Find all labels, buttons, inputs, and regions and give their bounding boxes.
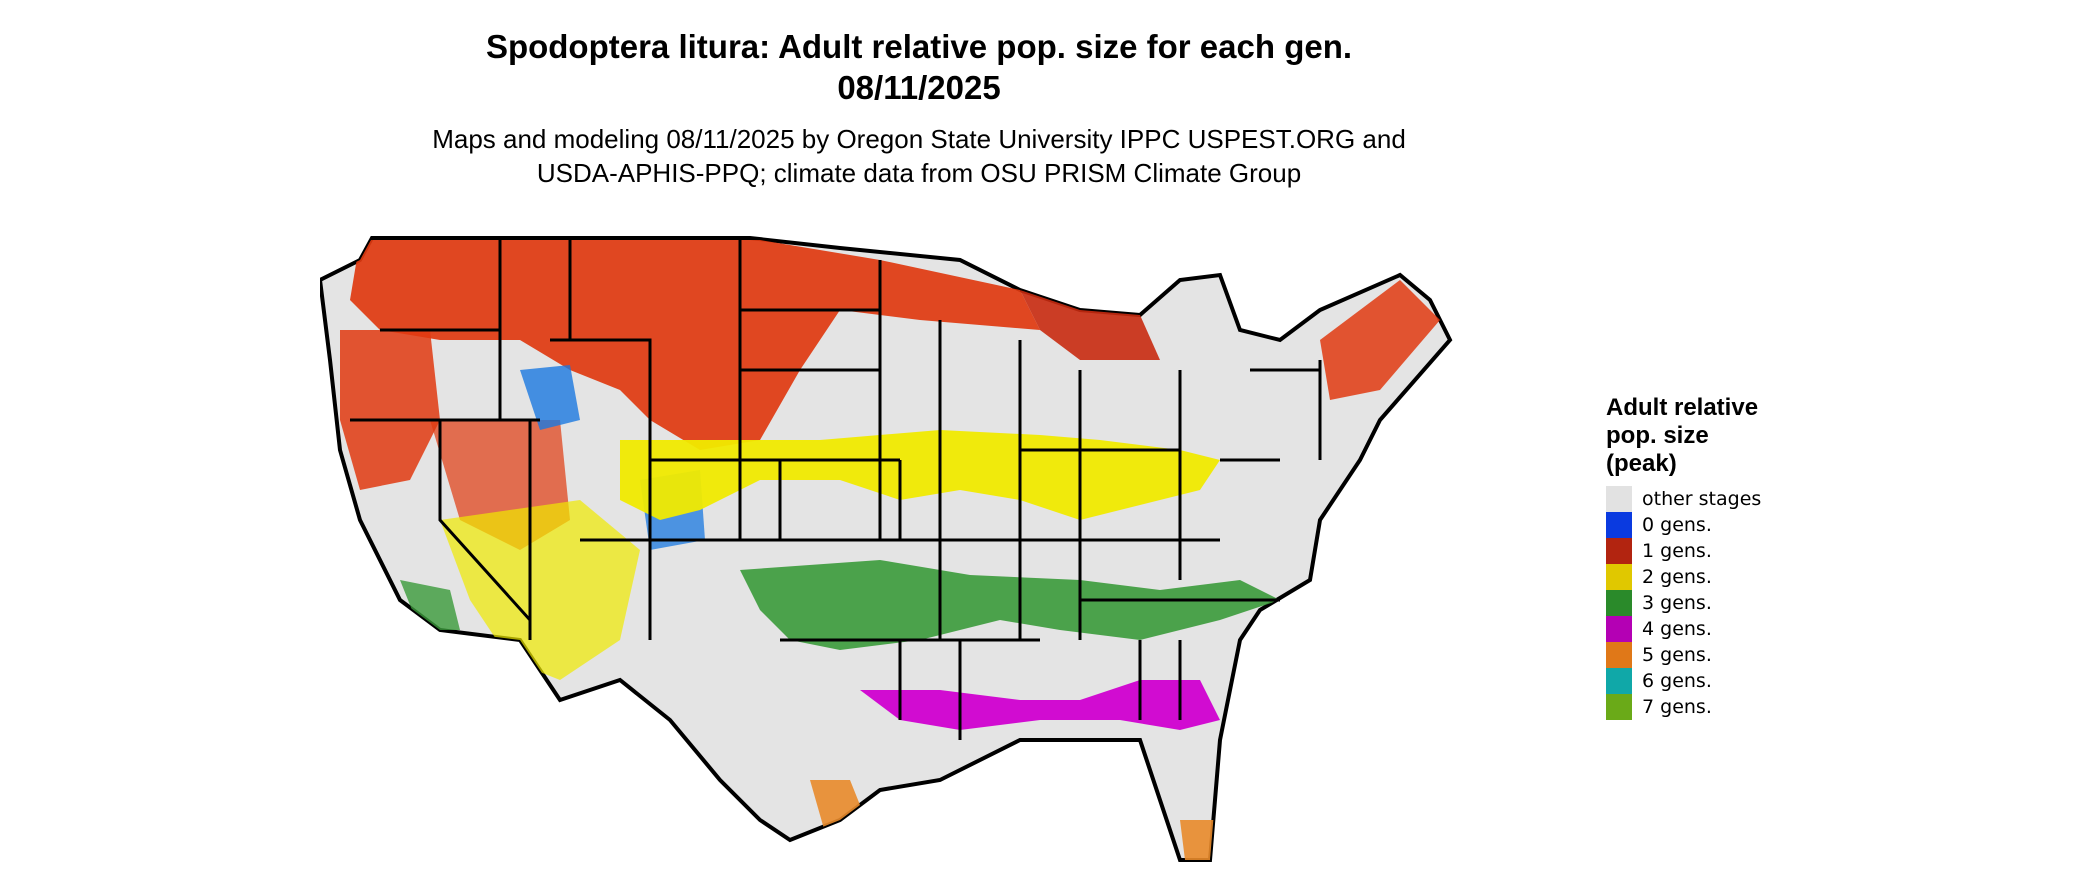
zone-4-gen-gulf [860, 680, 1220, 730]
legend-item: 5 gens. [1606, 642, 1866, 668]
zone-5-gen-florida [1180, 820, 1215, 860]
legend-items: other stages 0 gens. 1 gens. 2 gens. 3 gens.… [1606, 486, 1866, 720]
legend-title: Adult relative pop. size (peak) [1606, 394, 1866, 478]
legend-swatch [1606, 616, 1632, 642]
legend-item: other stages [1606, 486, 1866, 512]
legend-item: 1 gens. [1606, 538, 1866, 564]
zone-3-gen-band [740, 560, 1280, 650]
legend-label: other stages [1642, 488, 1762, 510]
legend-swatch [1606, 590, 1632, 616]
legend-swatch [1606, 642, 1632, 668]
legend-item: 7 gens. [1606, 694, 1866, 720]
legend-title-line-2: pop. size [1606, 422, 1709, 449]
legend-title-line-1: Adult relative [1606, 394, 1759, 421]
legend: Adult relative pop. size (peak) other st… [1606, 394, 1866, 720]
legend-label: 3 gens. [1642, 592, 1712, 614]
zone-1-gen-west [340, 330, 440, 490]
legend-label: 2 gens. [1642, 566, 1712, 588]
zone-1-gen-great-lakes [1020, 290, 1160, 360]
legend-item: 2 gens. [1606, 564, 1866, 590]
legend-swatch [1606, 538, 1632, 564]
title-line-1: Spodoptera litura: Adult relative pop. s… [485, 28, 1353, 65]
us-map [320, 236, 1453, 862]
legend-swatch [1606, 694, 1632, 720]
legend-label: 1 gens. [1642, 540, 1712, 562]
legend-item: 4 gens. [1606, 616, 1866, 642]
legend-item: 3 gens. [1606, 590, 1866, 616]
legend-swatch [1606, 668, 1632, 694]
legend-label: 4 gens. [1642, 618, 1712, 640]
title-line-2: 08/11/2025 [837, 69, 1001, 106]
legend-label: 5 gens. [1642, 644, 1712, 666]
legend-swatch [1606, 564, 1632, 590]
map-title: Spodoptera litura: Adult relative pop. s… [0, 26, 1838, 108]
subtitle-line-1: Maps and modeling 08/11/2025 by Oregon S… [432, 124, 1406, 154]
zone-1-gen-northeast [1320, 280, 1440, 400]
legend-swatch [1606, 512, 1632, 538]
zone-0-gen-rockies [520, 365, 580, 430]
zone-2-gen-southwest [440, 500, 640, 680]
legend-swatch [1606, 486, 1632, 512]
legend-label: 6 gens. [1642, 670, 1712, 692]
legend-label: 0 gens. [1642, 514, 1712, 536]
zone-1-gen-north [350, 240, 1040, 450]
legend-item: 6 gens. [1606, 668, 1866, 694]
zone-2-gen-band [620, 430, 1220, 520]
subtitle-line-2: USDA-APHIS-PPQ; climate data from OSU PR… [536, 158, 1302, 188]
state-borders [350, 238, 1322, 740]
legend-label: 7 gens. [1642, 696, 1712, 718]
map-subtitle: Maps and modeling 08/11/2025 by Oregon S… [0, 122, 1838, 190]
legend-item: 0 gens. [1606, 512, 1866, 538]
legend-title-line-3: (peak) [1606, 450, 1677, 477]
